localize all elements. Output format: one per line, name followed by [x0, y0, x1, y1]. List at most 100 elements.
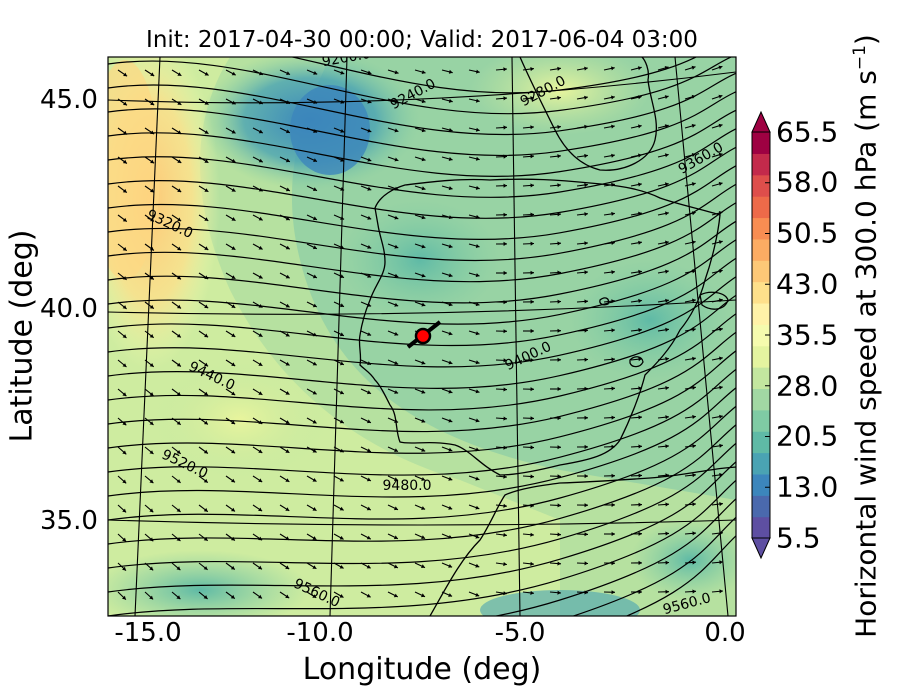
- wind-vector-head: [285, 187, 290, 192]
- wind-vector-head: [638, 444, 642, 449]
- wind-vector-head: [584, 299, 588, 304]
- wind-vector-head: [557, 95, 561, 100]
- wind-vector-head: [691, 182, 696, 187]
- colorbar-max-extend: [751, 110, 771, 133]
- wind-vector-head: [122, 188, 127, 193]
- wind-vector-head: [393, 535, 398, 540]
- wind-vector-head: [692, 298, 696, 303]
- wind-vector-head: [285, 332, 290, 337]
- wind-vector-head: [366, 535, 371, 540]
- wind-vector-head: [475, 592, 480, 597]
- wind-vector-head: [637, 66, 642, 71]
- wind-vector-head: [231, 391, 236, 396]
- wind-vector-head: [176, 333, 181, 338]
- wind-vector-head: [231, 158, 236, 163]
- wind-vector-head: [122, 508, 127, 513]
- wind-vector-head: [611, 124, 615, 129]
- wind-vector-head: [692, 531, 696, 536]
- y-tick-label: 40.0: [40, 294, 98, 324]
- colorbar-tick-label: 5.5: [776, 521, 821, 555]
- wind-vector-head: [258, 333, 263, 337]
- wind-vector-head: [150, 217, 154, 222]
- wind-vector-head: [584, 444, 588, 449]
- wind-vector-head: [664, 182, 669, 187]
- wind-vector-head: [367, 157, 372, 162]
- wind-vector-head: [394, 70, 399, 75]
- wind-vector-head: [665, 473, 669, 478]
- wind-vector-head: [123, 130, 127, 135]
- wind-vector-head: [718, 269, 723, 274]
- wind-vector-head: [530, 241, 534, 246]
- contour-line: [108, 146, 736, 219]
- wind-vector-head: [692, 414, 696, 419]
- wind-vector-head: [366, 477, 371, 482]
- wind-vector-head: [557, 474, 561, 479]
- wind-vector-head: [557, 241, 561, 246]
- wind-vector-head: [421, 244, 426, 249]
- wind-vector-head: [122, 566, 126, 571]
- colorbar-tick-label: 13.0: [776, 470, 839, 504]
- wind-vector-head: [177, 304, 181, 309]
- wind-vector-head: [340, 128, 345, 133]
- wind-vector-head: [475, 360, 480, 365]
- wind-vector-head: [448, 215, 453, 220]
- wind-vector-head: [448, 157, 453, 161]
- wind-vector-head: [230, 565, 235, 570]
- wind-vector-head: [285, 536, 290, 540]
- wind-vector-head: [285, 420, 290, 424]
- wind-vector-head: [691, 65, 696, 70]
- wind-vector-head: [475, 273, 480, 278]
- wind-vector-head: [475, 98, 480, 103]
- wind-vector-head: [258, 536, 263, 541]
- contour-line: [108, 313, 736, 411]
- wind-vector-head: [503, 270, 507, 276]
- wind-vector-head: [476, 69, 480, 74]
- wind-vector-head: [366, 506, 371, 511]
- wind-vector-head: [665, 531, 669, 536]
- wind-vector-head: [312, 245, 317, 250]
- wind-vector-head: [665, 298, 669, 303]
- wind-vector-head: [394, 99, 399, 104]
- wind-vector-head: [448, 273, 453, 278]
- wind-vector-head: [719, 502, 723, 507]
- contour-line: [108, 479, 736, 616]
- wind-vector-head: [665, 240, 669, 245]
- wind-vector-head: [448, 389, 453, 394]
- wind-vector-head: [448, 564, 453, 568]
- wind-vector-head: [312, 536, 317, 540]
- wind-vector-head: [530, 328, 534, 334]
- wind-vector-head: [122, 537, 127, 542]
- wind-vector-head: [503, 125, 507, 130]
- wind-vector-head: [664, 153, 669, 158]
- colorbar-segment: [752, 409, 770, 432]
- wind-vector-head: [719, 560, 723, 565]
- wind-vector-head: [475, 447, 480, 452]
- meridian-line: [329, 57, 348, 616]
- meridian-line: [134, 57, 161, 616]
- colorbar-min-extend: [751, 537, 771, 560]
- wind-vector-head: [177, 130, 182, 134]
- wind-vector-head: [394, 331, 399, 336]
- wind-vector-head: [475, 389, 480, 394]
- wind-vector-head: [394, 157, 399, 162]
- wind-vector-head: [149, 334, 154, 338]
- wind-vector-head: [394, 361, 399, 365]
- contour-line: [108, 350, 736, 454]
- wind-vector-head: [231, 275, 236, 279]
- wind-vector-head: [204, 188, 209, 192]
- wind-vector-head: [122, 392, 127, 397]
- wind-vector-head: [149, 537, 154, 542]
- contour-line: [108, 72, 736, 136]
- wind-vector-head: [584, 386, 588, 391]
- wind-vector-head: [149, 566, 154, 571]
- wind-vector-head: [339, 390, 344, 395]
- wind-vector-head: [557, 212, 561, 217]
- wind-vector-head: [285, 391, 290, 395]
- wind-vector-head: [530, 96, 534, 101]
- wind-vector-head: [475, 418, 480, 423]
- wind-vector-head: [203, 595, 208, 599]
- wind-vector-head: [149, 363, 154, 367]
- wind-vector-head: [312, 478, 317, 482]
- wind-vector-head: [204, 246, 209, 250]
